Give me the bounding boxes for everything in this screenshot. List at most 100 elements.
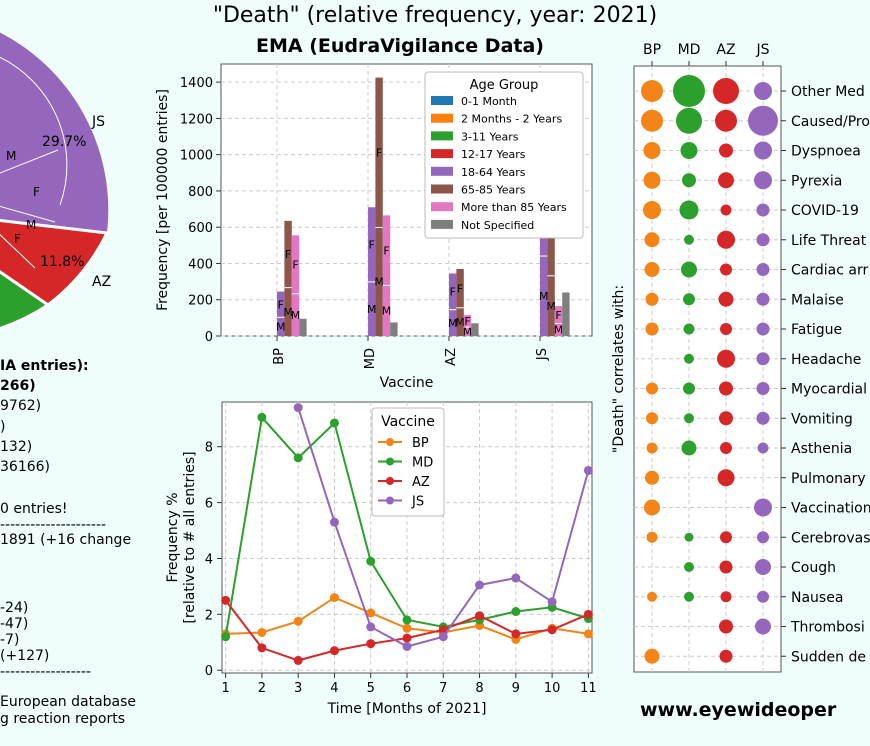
bar-label-m: M	[283, 306, 293, 319]
correlation-dot	[720, 263, 732, 276]
line-chart: 1 2 3 4 5 6 7 8 9 10 11 0 2 4 6 8 Time [Months of 2021] F…	[165, 401, 597, 717]
row-label: Nausea	[791, 590, 843, 606]
page-subtitle: EMA (EudraVigilance Data)	[256, 35, 544, 57]
data-point	[329, 593, 339, 603]
bar-label-m: M	[382, 305, 392, 318]
summary-line: ------------------	[0, 664, 91, 680]
data-point	[221, 632, 231, 642]
correlation-dot	[646, 531, 658, 543]
correlation-dot	[756, 411, 770, 425]
row-label: Asthenia	[791, 441, 852, 457]
y-tick-label: 400	[188, 257, 213, 272]
data-point	[475, 580, 485, 590]
bar-label-f: F	[278, 298, 284, 311]
correlation-dot	[754, 82, 772, 100]
y-tick-label: 800	[188, 185, 213, 200]
summary-line: 1891 (+16 change	[0, 532, 132, 548]
data-point	[329, 517, 339, 527]
y-tick-label: 600	[188, 221, 213, 236]
data-point	[329, 418, 339, 428]
y-axis-label: Frequency [per 100000 entries]	[155, 89, 171, 311]
correlation-dot	[755, 618, 771, 635]
y-axis-label-1: Frequency %	[165, 492, 181, 582]
legend-marker	[386, 438, 394, 446]
correlation-dot-chart: BP MD AZ JS Other Med Caused/Pro Dyspnoea Pyrex…	[611, 42, 870, 673]
pie-percent-az: 11.8%	[40, 254, 84, 270]
correlation-dot	[645, 470, 659, 485]
row-label: Thrombosi	[790, 620, 865, 636]
data-point	[329, 646, 339, 656]
correlation-dot	[684, 532, 694, 542]
correlation-dot	[756, 322, 770, 336]
y-tick-label: 0	[205, 664, 213, 679]
legend-box	[371, 407, 445, 517]
correlation-dot	[756, 263, 770, 276]
summary-line: )	[0, 419, 6, 435]
summary-line: 36166)	[0, 459, 50, 475]
x-tick-label: 10	[544, 681, 561, 696]
data-point	[583, 629, 593, 639]
summary-line: European database	[0, 694, 137, 710]
correlation-dot	[719, 560, 733, 574]
column-label: JS	[755, 42, 769, 58]
legend-marker	[386, 477, 394, 485]
correlation-dot	[715, 109, 737, 132]
data-point	[366, 608, 376, 618]
legend-swatch	[431, 202, 453, 212]
correlation-dot	[754, 498, 772, 517]
row-label: Headache	[791, 352, 861, 368]
data-point	[511, 607, 521, 617]
data-point	[402, 633, 412, 643]
bar	[382, 215, 391, 336]
correlation-dot	[683, 293, 695, 306]
correlation-dot	[646, 442, 658, 454]
correlation-dot	[680, 142, 698, 159]
pie-inner-ring	[0, 56, 68, 206]
data-point	[547, 597, 557, 607]
legend-item: MD	[412, 456, 433, 471]
pie-label-az: AZ	[92, 274, 111, 290]
x-tick-label: 6	[403, 681, 411, 696]
x-tick-label: 3	[294, 681, 302, 696]
row-label: Malaise	[791, 292, 844, 308]
correlation-dot	[720, 591, 732, 603]
correlation-dot	[641, 109, 663, 132]
correlation-dot	[643, 171, 661, 189]
y-tick-label: 1000	[180, 149, 213, 164]
bar-label-m: M	[539, 290, 549, 303]
data-point	[511, 629, 521, 639]
pie-slice-md	[0, 270, 51, 330]
legend-swatch	[431, 219, 453, 229]
column-label: AZ	[716, 42, 735, 58]
row-label: Vaccination	[791, 501, 870, 517]
bar	[291, 235, 300, 336]
y-tick-label: 2	[205, 608, 213, 623]
x-axis-label: Vaccine	[380, 375, 434, 391]
pie-m-1: M	[6, 149, 16, 163]
bar	[449, 273, 457, 336]
x-tick-label: 5	[367, 681, 375, 696]
correlation-dot	[681, 440, 697, 456]
correlation-dot	[748, 105, 778, 136]
correlation-dot	[684, 234, 694, 245]
bar-label-m: M	[367, 303, 377, 316]
data-point	[257, 643, 267, 653]
correlation-dot	[720, 323, 732, 335]
correlation-dot	[717, 349, 735, 368]
bar-chart: 0200400600800100012001400BPMFMFMFMDMFMFM…	[155, 63, 593, 391]
correlation-dot	[644, 648, 660, 664]
pie-percent-js: 29.7%	[42, 134, 86, 150]
summary-line: ---------------------	[0, 517, 107, 533]
legend-swatch	[431, 166, 453, 176]
legend-item: More than 85 Years	[461, 201, 567, 214]
data-point	[293, 453, 303, 463]
x-tick-label: 1	[221, 681, 229, 696]
summary-line: (+127)	[0, 648, 50, 664]
data-point	[366, 639, 376, 649]
correlation-dot	[641, 80, 663, 102]
legend-item: Not Specified	[461, 219, 534, 232]
row-label: Pyrexia	[791, 173, 842, 189]
legend-item: 2 Months - 2 Years	[461, 113, 562, 126]
correlation-dot	[754, 171, 772, 190]
bar-label-m: M	[291, 309, 301, 322]
